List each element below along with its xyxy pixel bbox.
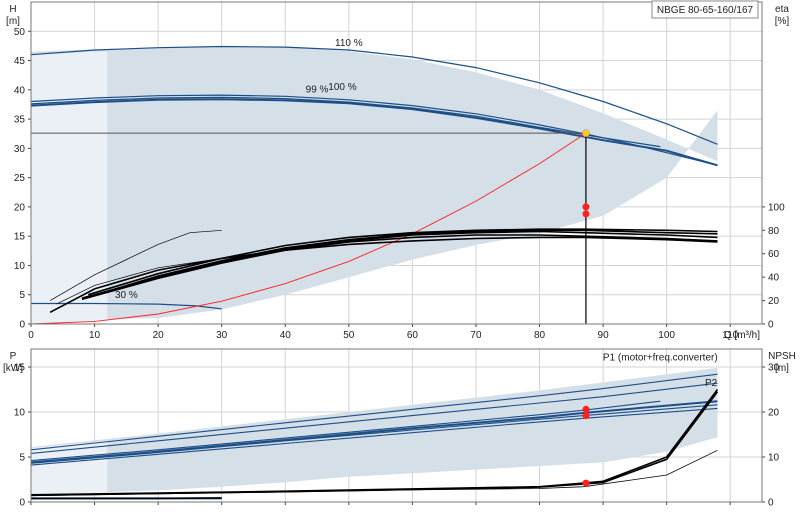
eta-duty-marker-1 <box>582 210 590 218</box>
bottom-right-tick-label: 20 <box>768 408 780 419</box>
p1-annotation: P1 (motor+freq.converter) <box>603 353 718 364</box>
performance-panel: 110 %100 %99 %30 %0 10 20 30 40 50 60 70 80 90 100… <box>6 1 790 341</box>
top-left-tick-label: 45 <box>14 56 26 67</box>
top-frame <box>30 1 763 325</box>
top-right-tick-label: 80 <box>768 226 780 237</box>
top-right-tick-label: 60 <box>768 249 780 260</box>
top-left-tick-label: 10 <box>14 261 26 272</box>
series-line-3 <box>30 98 718 167</box>
top-x-tick-label: 30 <box>216 330 228 341</box>
top-left-tick-label: 20 <box>14 202 26 213</box>
top-x-tick-label: 10 <box>89 330 101 341</box>
series-line-6 <box>87 228 718 296</box>
bottom-left-axis-unit: [kW] <box>3 363 23 374</box>
top-x-tick-label: 80 <box>534 330 546 341</box>
duty-point-marker <box>582 129 590 137</box>
bottom-series-line-0 <box>30 373 718 451</box>
top-left-tick-label: 40 <box>14 85 26 96</box>
npsh-duty-marker <box>582 479 590 487</box>
top-right-axis-unit: [%] <box>775 16 790 27</box>
series-line-7 <box>87 229 718 298</box>
top-x-tick-label: 0 <box>28 330 34 341</box>
top-left-tick-label: 15 <box>14 232 26 243</box>
top-x-tick-label: 40 <box>280 330 292 341</box>
series-label-0: 110 % <box>335 38 363 49</box>
power-npsh-panel: P1 (motor+freq.converter) P2 0 5 10 15 0 10 20 30… <box>3 348 796 509</box>
series-line-0 <box>30 45 718 145</box>
envelope-light-region <box>31 51 108 324</box>
bottom-left-tick-label: 10 <box>14 408 26 419</box>
series-label-2: 99 % <box>306 85 329 96</box>
top-right-tick-label: 40 <box>768 273 780 284</box>
series-line-9 <box>81 234 718 301</box>
top-left-tick-label: 25 <box>14 173 26 184</box>
power-duty-marker-0 <box>582 405 590 413</box>
series-line-5 <box>30 132 587 325</box>
chart-title: NBGE 80-65-160/167 <box>657 5 754 16</box>
top-left-tick-label: 50 <box>14 27 26 38</box>
series-line-4 <box>31 302 222 310</box>
top-x-tick-label: 50 <box>343 330 355 341</box>
p2-annotation: P2 <box>705 378 718 389</box>
top-left-axis-unit: [m] <box>6 16 20 27</box>
bottom-left-axis-label: P <box>10 351 17 362</box>
bottom-series-line-1 <box>30 382 718 454</box>
bottom-series-line-8 <box>30 391 719 497</box>
top-right-tick-label: 0 <box>768 320 774 331</box>
title-box: NBGE 80-65-160/167 <box>651 0 759 19</box>
top-x-tick-label: 70 <box>470 330 482 341</box>
series-label-1: 100 % <box>328 82 356 93</box>
bottom-left-tick-label: 5 <box>19 453 25 464</box>
series-line-12 <box>49 229 222 301</box>
top-x-tick-label: 60 <box>407 330 419 341</box>
power-envelope-light-region <box>31 440 108 494</box>
bottom-right-tick-label: 10 <box>768 453 780 464</box>
top-x-tick-label: 100 <box>658 330 675 341</box>
series-line-11 <box>56 258 222 305</box>
power-duty-marker-1 <box>582 412 590 420</box>
bottom-right-axis-unit: [m] <box>775 363 789 374</box>
bottom-right-tick-label: 30 <box>768 363 780 374</box>
series-label-4: 30 % <box>115 290 138 301</box>
top-left-tick-label: 30 <box>14 144 26 155</box>
top-right-tick-label: 20 <box>768 296 780 307</box>
bottom-left-tick-label: 15 <box>14 363 26 374</box>
top-left-tick-label: 35 <box>14 115 26 126</box>
eta-duty-marker-0 <box>582 203 590 211</box>
x-axis-label: Q [m³/h] <box>724 330 760 341</box>
series-line-2 <box>30 96 661 148</box>
bottom-frame <box>30 348 763 503</box>
bottom-left-tick-label: 0 <box>19 498 25 509</box>
operating-envelope <box>31 46 718 320</box>
top-left-tick-label: 5 <box>19 290 25 301</box>
bottom-series-line-10 <box>31 497 222 500</box>
top-left-tick-label: 0 <box>19 320 25 331</box>
bottom-series-line-9 <box>30 449 718 497</box>
bottom-right-axis-label: NPSH <box>768 351 796 362</box>
bottom-right-tick-label: 0 <box>768 498 774 509</box>
top-x-tick-label: 110 <box>722 330 738 341</box>
top-x-tick-label: 90 <box>598 330 610 341</box>
series-line-10 <box>49 236 718 314</box>
top-x-tick-label: 20 <box>153 330 165 341</box>
series-line-8 <box>81 230 718 299</box>
top-left-axis-label: H <box>9 4 16 15</box>
top-right-axis-label: eta <box>775 4 789 15</box>
top-right-tick-label: 100 <box>768 202 785 213</box>
